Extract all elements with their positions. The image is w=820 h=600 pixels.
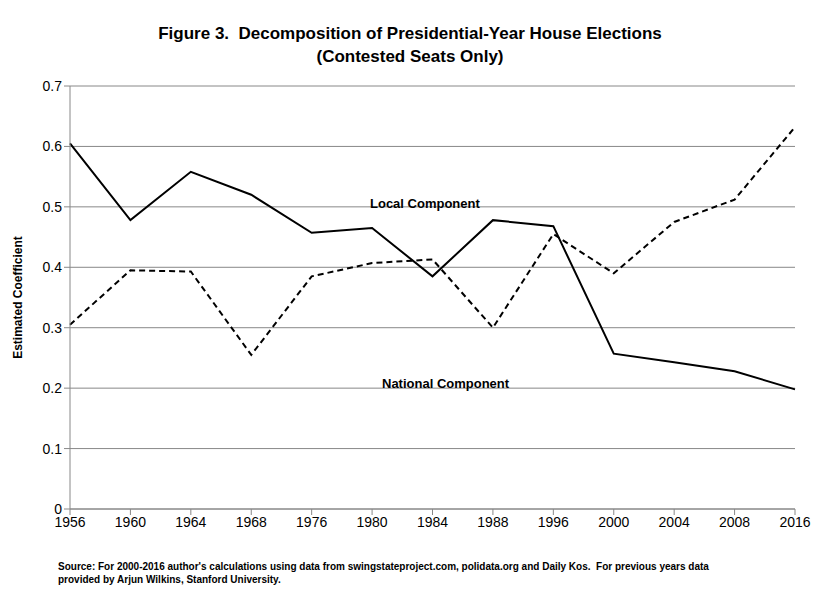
svg-text:1956: 1956 <box>54 513 86 530</box>
html-text:Figure 3. Decomposition of Pre: Figure 3. Decomposition of Presidential-… <box>158 24 662 43</box>
html-text:(Contested Seats Only): (Contested Seats Only) <box>316 47 504 66</box>
svg-text:1968: 1968 <box>236 514 267 530</box>
html-text:National Component: National Component <box>382 376 510 391</box>
svg-text:0.5: 0.5 <box>43 199 63 215</box>
svg-text:0.1: 0.1 <box>43 441 63 457</box>
svg-text:1964: 1964 <box>175 514 206 530</box>
svg-text:2016: 2016 <box>779 514 810 530</box>
svg-text:Estimated Coefficient: Estimated Coefficient <box>11 236 25 359</box>
svg-text:1988: 1988 <box>477 514 508 530</box>
svg-text:0: 0 <box>54 501 62 517</box>
svg-text:0.4: 0.4 <box>43 259 63 275</box>
svg-text:2000: 2000 <box>598 514 629 530</box>
svg-text:2008: 2008 <box>719 514 750 530</box>
svg-text:1984: 1984 <box>417 514 448 530</box>
html-text:Source: For 2000-2016 author's: Source: For 2000-2016 author's calculati… <box>58 561 712 585</box>
svg-text:0.7: 0.7 <box>43 78 63 94</box>
svg-text:1980: 1980 <box>357 514 388 530</box>
svg-text:1960: 1960 <box>115 514 146 530</box>
svg-text:1976: 1976 <box>296 514 327 530</box>
svg-text:0.6: 0.6 <box>43 138 63 154</box>
svg-text:1996: 1996 <box>538 514 569 530</box>
svg-text:0.2: 0.2 <box>43 380 63 396</box>
svg-text:2004: 2004 <box>659 514 690 530</box>
svg-text:0.3: 0.3 <box>43 320 63 336</box>
html-text:Local Component: Local Component <box>370 196 480 211</box>
